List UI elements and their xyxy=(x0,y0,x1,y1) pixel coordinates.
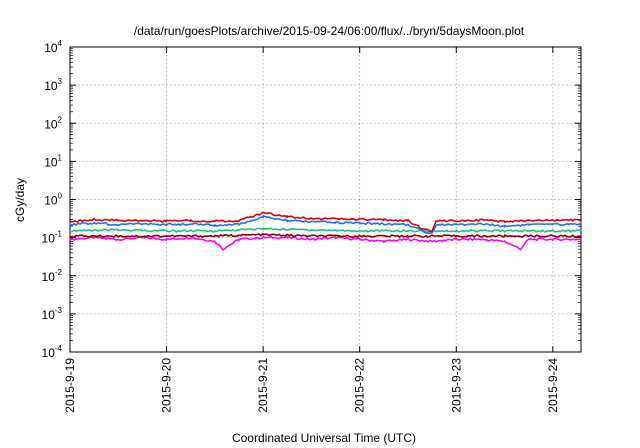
x-tick-label: 2015-9-22 xyxy=(353,358,367,413)
y-tick-label-base: 10 xyxy=(44,155,58,169)
y-tick-label-base: 10 xyxy=(44,79,58,93)
y-tick-label-exponent: -1 xyxy=(55,230,63,239)
y-tick-label-base: 10 xyxy=(42,270,56,284)
y-axis-label: cGy/day xyxy=(13,178,27,222)
series-group xyxy=(69,211,582,251)
y-tick-label-base: 10 xyxy=(42,308,56,322)
x-tick-label: 2015-9-19 xyxy=(63,358,77,413)
y-tick-label-base: 10 xyxy=(42,232,56,246)
y-tick-label: 10-2 xyxy=(42,268,63,284)
y-tick-label: 102 xyxy=(44,115,62,131)
y-tick-label-base: 10 xyxy=(44,117,58,131)
x-tick-label: 2015-9-20 xyxy=(160,358,174,413)
y-tick-label: 104 xyxy=(44,39,62,55)
y-tick-label: 103 xyxy=(44,77,62,93)
y-tick-label-exponent: -3 xyxy=(55,306,63,315)
y-tick-label: 100 xyxy=(44,192,62,208)
y-tick-label-exponent: 4 xyxy=(58,39,63,48)
series-line-3 xyxy=(69,227,582,233)
grid xyxy=(70,47,581,352)
y-tick-label-exponent: 3 xyxy=(58,77,63,86)
x-axis-label: Coordinated Universal Time (UTC) xyxy=(232,431,416,445)
y-tick-label-base: 10 xyxy=(44,41,58,55)
y-tick-label-base: 10 xyxy=(42,346,56,360)
y-tick-label: 101 xyxy=(44,153,62,169)
y-tick-label-exponent: 1 xyxy=(58,153,63,162)
series-line-4 xyxy=(69,215,582,235)
y-tick-label: 10-4 xyxy=(42,344,63,360)
series-line-2 xyxy=(69,232,582,238)
x-tick-labels: 2015-9-19 2015-9-20 2015-9-21 2015-9-22 2015… xyxy=(63,358,560,413)
x-tick-label: 2015-9-23 xyxy=(449,358,463,413)
x-tick-label: 2015-9-21 xyxy=(256,358,270,413)
y-tick-label-exponent: -2 xyxy=(55,268,63,277)
y-tick-label: 10-1 xyxy=(42,230,63,246)
y-tick-label-exponent: -4 xyxy=(55,344,63,353)
y-tick-label-exponent: 0 xyxy=(58,192,63,201)
y-tick-label: 10-3 xyxy=(42,306,63,322)
y-tick-label-base: 10 xyxy=(44,194,58,208)
chart-title: /data/run/goesPlots/archive/2015-09-24/0… xyxy=(134,24,525,38)
y-tick-label-exponent: 2 xyxy=(58,115,63,124)
series-line-5 xyxy=(69,211,582,233)
x-tick-label: 2015-9-24 xyxy=(546,358,560,413)
series-line-1 xyxy=(69,235,582,251)
